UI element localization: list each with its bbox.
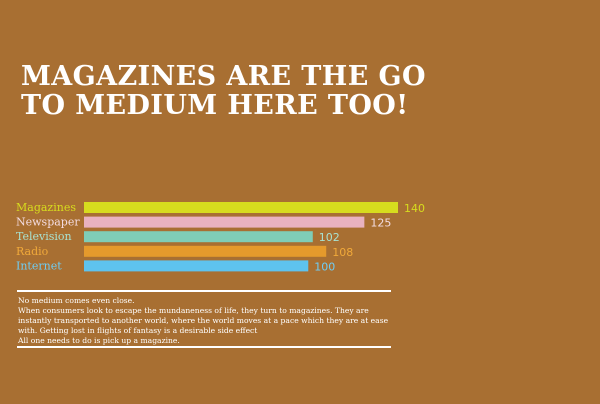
bottom-divider: [17, 346, 391, 348]
value-label: 125: [370, 217, 391, 230]
note-line-3: All one needs to do is pick up a magazin…: [18, 336, 180, 345]
value-label: 140: [404, 202, 425, 215]
title-line-1: MAGAZINES ARE THE GO: [21, 61, 426, 92]
category-label: Internet: [16, 259, 62, 272]
page-title: MAGAZINES ARE THE GO TO MEDIUM HERE TOO!: [21, 62, 441, 120]
bar-chart: Magazines 140 Newspaper 125 Television 102 Rad…: [16, 201, 425, 273]
category-label: Magazines: [16, 201, 76, 214]
category-label: Television: [16, 230, 72, 243]
category-label: Newspaper: [16, 216, 80, 229]
title-line-2: TO MEDIUM HERE TOO!: [21, 90, 409, 121]
bar: [84, 231, 313, 243]
value-label: 108: [332, 246, 353, 259]
bar: [84, 216, 365, 228]
chart-note: No medium comes even close. When consume…: [18, 296, 398, 346]
value-label: 100: [314, 260, 335, 273]
value-label: 102: [319, 231, 340, 244]
note-line-1: No medium comes even close.: [18, 296, 135, 305]
bar: [84, 245, 327, 257]
bar: [84, 260, 309, 272]
note-line-2: When consumers look to escape the mundan…: [18, 306, 389, 335]
category-label: Radio: [16, 245, 49, 258]
top-divider: [17, 290, 391, 292]
bar: [84, 202, 398, 213]
